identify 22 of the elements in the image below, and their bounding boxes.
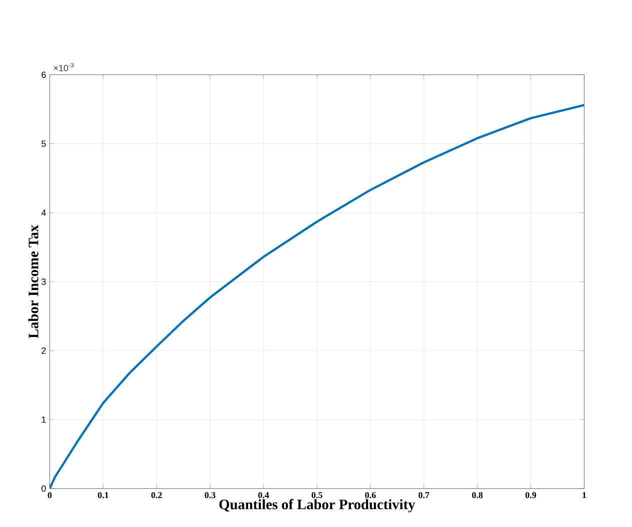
y-tick-label: 5 bbox=[42, 140, 46, 147]
y-tick-label: 2 bbox=[42, 348, 46, 354]
x-axis-title: Quantiles of Labor Productivity bbox=[219, 499, 416, 512]
y-axis-title: Labor Income Tax bbox=[28, 224, 38, 338]
y-tick-label: 0 bbox=[42, 485, 46, 492]
y-tick-label: 1 bbox=[42, 416, 46, 423]
text: ×10$^{-3}$ bbox=[54, 63, 74, 72]
y-tick-label: 4 bbox=[41, 210, 46, 216]
x-tick-label: 0.4 bbox=[258, 492, 269, 498]
x-tick-label: 0.2 bbox=[151, 492, 162, 498]
x-tick-label: 0.5 bbox=[312, 492, 322, 498]
y-tick-label: 3 bbox=[42, 278, 46, 285]
x-tick-label: 0.6 bbox=[365, 492, 376, 498]
line-series bbox=[50, 104, 584, 489]
x-tick-label: 0 bbox=[48, 492, 52, 498]
x-tick-label: 0.1 bbox=[98, 492, 108, 498]
x-tick-label: 0.7 bbox=[418, 492, 430, 498]
x-tick-label: 0.9 bbox=[526, 492, 536, 498]
x-tick-label: 0.8 bbox=[472, 492, 483, 498]
x-tick-label: 1 bbox=[582, 492, 586, 498]
y-tick-label: 6 bbox=[42, 72, 46, 78]
x-tick-label: 0.3 bbox=[204, 492, 216, 498]
